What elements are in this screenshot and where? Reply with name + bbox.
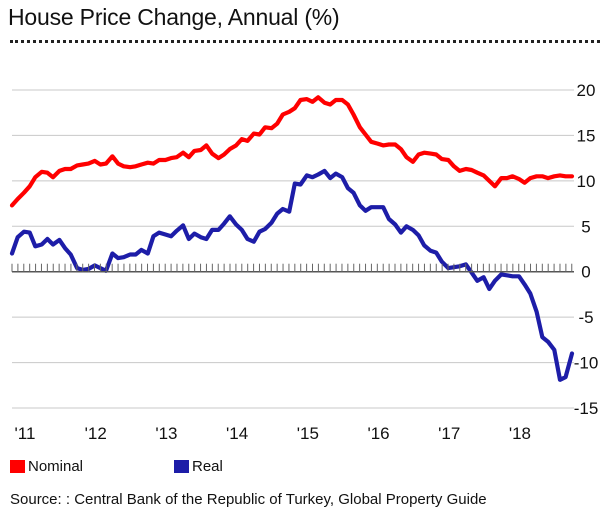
x-axis: [11, 263, 574, 273]
legend-label-real: Real: [192, 458, 223, 475]
legend-label-nominal: Nominal: [28, 458, 84, 475]
x-tick-label: '15: [297, 424, 319, 443]
x-tick-label: '16: [367, 424, 389, 443]
source-note: Source: : Central Bank of the Republic o…: [10, 491, 487, 508]
series-line-nominal: [9, 95, 575, 208]
y-tick-label: 15: [577, 126, 596, 145]
y-tick-label: -5: [578, 308, 593, 327]
legend-item-nominal: Nominal: [10, 458, 83, 475]
x-tick-label: '18: [509, 424, 531, 443]
x-tick-label: '13: [155, 424, 177, 443]
x-tick-label: '12: [85, 424, 107, 443]
gridlines: [12, 89, 574, 409]
y-tick-label: 0: [581, 263, 590, 282]
y-tick-label: 5: [581, 217, 590, 236]
series-lines: [9, 95, 575, 382]
y-axis-tick-labels: 20 15 10 5 0 -5 -10 -15: [574, 81, 599, 418]
y-tick-label: 20: [577, 81, 596, 100]
series-line-real: [9, 168, 575, 382]
x-axis-tick-labels: '11 '12 '13 '14 '15 '16 '17 '18: [15, 424, 531, 443]
x-tick-label: '11: [15, 424, 36, 443]
y-tick-label: -10: [574, 354, 599, 373]
x-tick-label: '17: [438, 424, 460, 443]
legend-swatch-nominal: [10, 460, 25, 473]
x-tick-label: '14: [226, 424, 248, 443]
legend-item-real: Real: [174, 458, 223, 475]
y-tick-label: -15: [574, 399, 599, 418]
legend-swatch-real: [174, 460, 189, 473]
chart-title: House Price Change, Annual (%): [8, 4, 340, 30]
title-divider: [10, 40, 600, 43]
y-tick-label: 10: [577, 172, 596, 191]
